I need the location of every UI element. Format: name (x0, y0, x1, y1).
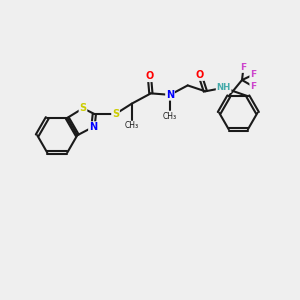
Text: S: S (112, 109, 119, 119)
Text: N: N (89, 122, 97, 132)
Text: F: F (250, 70, 256, 79)
Text: CH₃: CH₃ (163, 112, 177, 121)
Text: F: F (240, 63, 247, 72)
Text: O: O (196, 70, 204, 80)
Text: NH: NH (217, 83, 231, 92)
Text: F: F (250, 82, 256, 91)
Text: O: O (145, 71, 154, 81)
Text: S: S (80, 103, 86, 113)
Text: N: N (166, 90, 174, 100)
Text: CH₃: CH₃ (125, 121, 139, 130)
